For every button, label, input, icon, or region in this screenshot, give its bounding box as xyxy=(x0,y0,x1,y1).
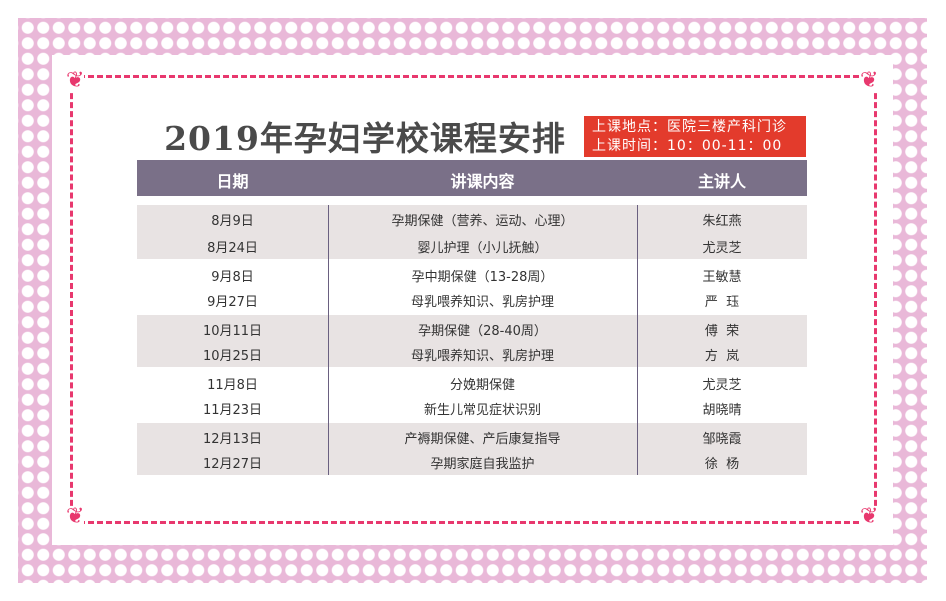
speaker-cell: 傅 荣 xyxy=(704,324,740,339)
topic-cell: 产褥期保健、产后康复指导 xyxy=(404,432,561,447)
table-row: 9月8日 孕中期保健（13-28周） 王敏慧 xyxy=(137,259,807,286)
date-cell: 10月25日 xyxy=(202,349,263,364)
table-row: 10月11日 孕期保健（28-40周） 傅 荣 xyxy=(137,313,807,340)
schedule-table: 8月9日 孕期保健（营养、运动、心理） 朱红燕 8月24日 婴儿护理（小儿抚触） 尤灵芝 9… xyxy=(137,205,807,475)
floral-ornament-icon: ❦ xyxy=(66,68,85,93)
speaker-cell: 尤灵芝 xyxy=(702,241,742,256)
dashed-border xyxy=(70,75,877,524)
topic-cell: 孕期保健（营养、运动、心理） xyxy=(391,214,574,229)
date-cell: 8月9日 xyxy=(211,214,254,229)
table-row: 11月8日 分娩期保健 尤灵芝 xyxy=(137,367,807,394)
topic-cell: 孕期保健（28-40周） xyxy=(418,324,547,339)
topic-cell: 孕期家庭自我监护 xyxy=(430,457,535,472)
date-cell: 11月23日 xyxy=(202,403,263,418)
date-cell: 12月27日 xyxy=(202,457,263,472)
header-speaker: 主讲人 xyxy=(697,172,746,191)
floral-ornament-icon: ❦ xyxy=(860,68,879,93)
table-row: 8月24日 婴儿护理（小儿抚触） 尤灵芝 xyxy=(137,232,807,259)
table-header: 日期 讲课内容 主讲人 xyxy=(137,160,807,196)
header-date: 日期 xyxy=(216,172,249,191)
class-time: 上课时间：10：00-11：00 xyxy=(592,138,783,154)
column-divider xyxy=(328,205,329,475)
date-cell: 9月27日 xyxy=(207,295,258,310)
speaker-cell: 严 珏 xyxy=(704,295,740,310)
speaker-cell: 方 岚 xyxy=(704,349,740,364)
topic-cell: 母乳喂养知识、乳房护理 xyxy=(410,349,554,364)
topic-cell: 母乳喂养知识、乳房护理 xyxy=(410,295,554,310)
table-row: 12月13日 产褥期保健、产后康复指导 邹晓霞 xyxy=(137,421,807,448)
date-cell: 10月11日 xyxy=(202,324,263,339)
speaker-cell: 胡晓晴 xyxy=(702,403,742,418)
column-divider xyxy=(637,205,638,475)
class-info-box: 上课地点：医院三楼产科门诊 上课时间：10：00-11：00 xyxy=(584,116,806,157)
topic-cell: 孕中期保健（13-28周） xyxy=(411,270,554,285)
speaker-cell: 邹晓霞 xyxy=(702,432,742,447)
speaker-cell: 徐 杨 xyxy=(704,457,740,472)
date-cell: 9月8日 xyxy=(211,270,254,285)
floral-ornament-icon: ❦ xyxy=(860,504,879,529)
page-title: 2019年孕妇学校课程安排 xyxy=(164,119,566,158)
table-row: 8月9日 孕期保健（营养、运动、心理） 朱红燕 xyxy=(137,205,807,232)
table-row: 12月27日 孕期家庭自我监护 徐 杨 xyxy=(137,448,807,475)
table-row: 9月27日 母乳喂养知识、乳房护理 严 珏 xyxy=(137,286,807,313)
speaker-cell: 王敏慧 xyxy=(702,270,742,285)
date-cell: 11月8日 xyxy=(207,378,258,393)
table-row: 10月25日 母乳喂养知识、乳房护理 方 岚 xyxy=(137,340,807,367)
date-cell: 8月24日 xyxy=(207,241,258,256)
header-topic: 讲课内容 xyxy=(450,172,515,191)
topic-cell: 新生儿常见症状识别 xyxy=(423,403,541,418)
floral-ornament-icon: ❦ xyxy=(66,504,85,529)
speaker-cell: 尤灵芝 xyxy=(702,378,742,393)
topic-cell: 分娩期保健 xyxy=(449,378,515,393)
table-row: 11月23日 新生儿常见症状识别 胡晓晴 xyxy=(137,394,807,421)
speaker-cell: 朱红燕 xyxy=(702,214,742,229)
date-cell: 12月13日 xyxy=(202,432,263,447)
class-location: 上课地点：医院三楼产科门诊 xyxy=(592,119,787,135)
topic-cell: 婴儿护理（小儿抚触） xyxy=(417,241,548,256)
